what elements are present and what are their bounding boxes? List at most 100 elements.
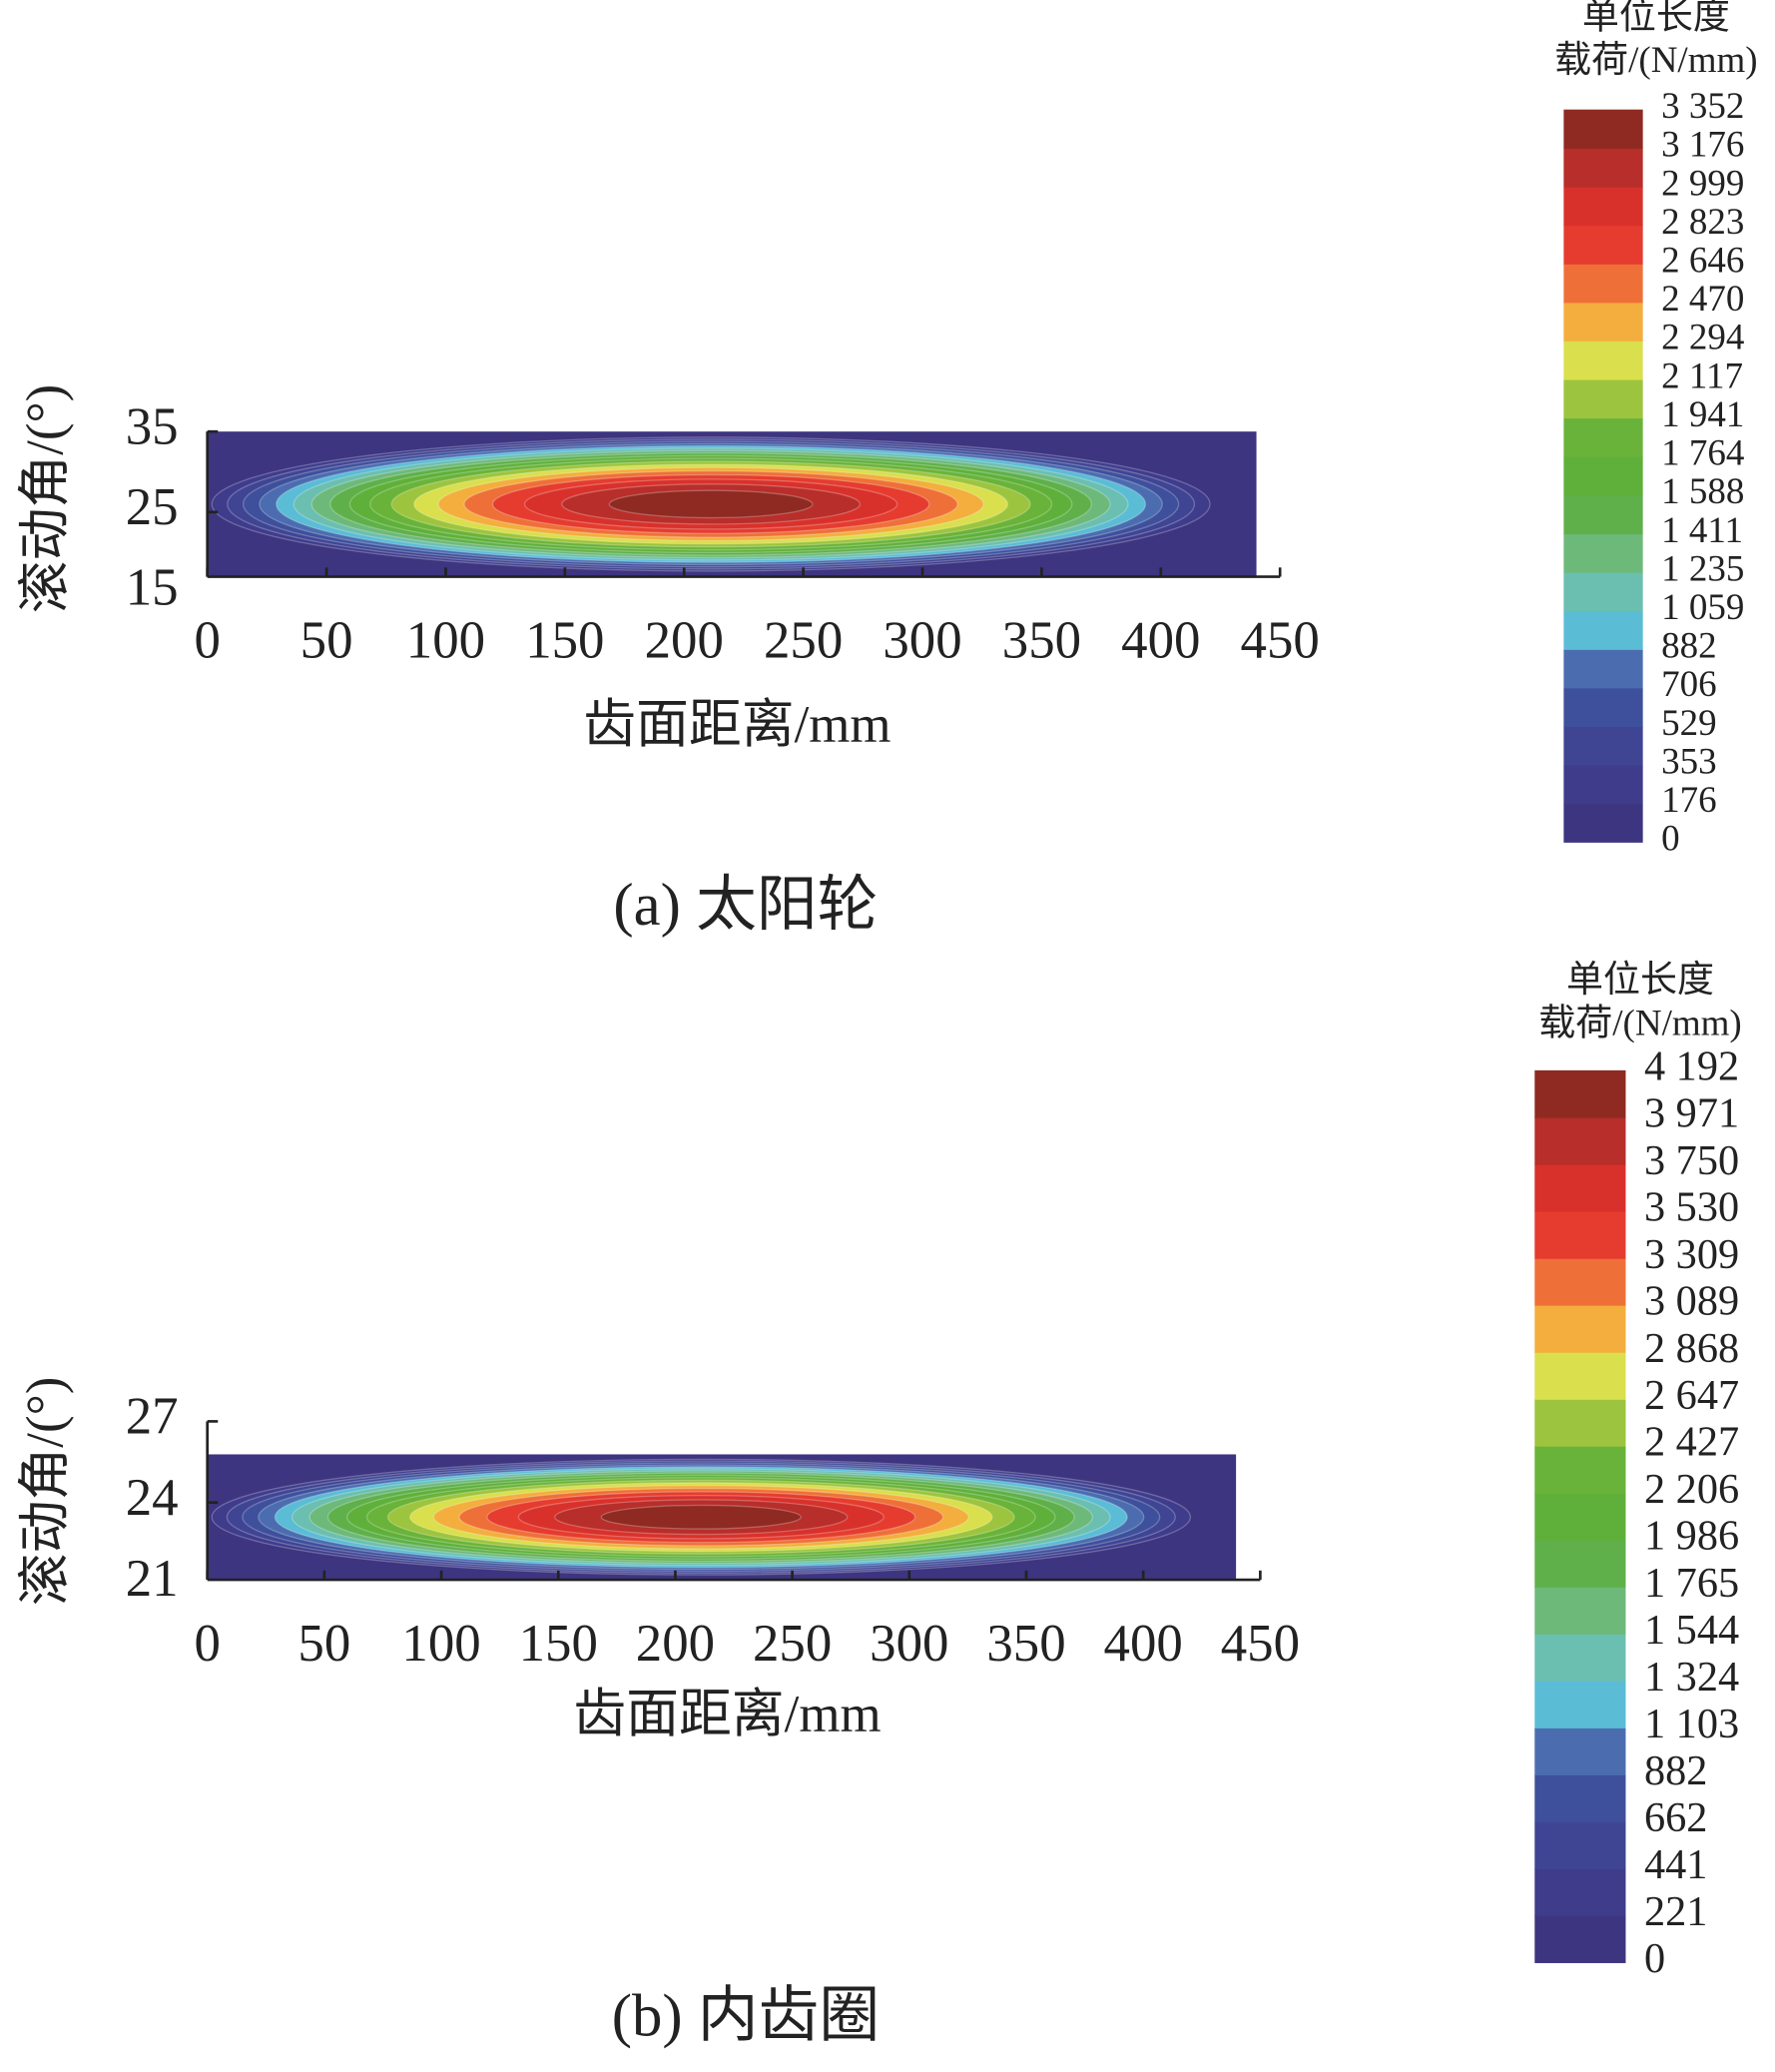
x-tick-label: 350 — [986, 1615, 1065, 1673]
y-tick-label: 15 — [126, 559, 179, 617]
colorbar-band — [1534, 1116, 1626, 1165]
colorbar-label: 2 206 — [1644, 1466, 1739, 1513]
contour-level — [600, 1504, 803, 1530]
colorbar-label: 706 — [1661, 664, 1717, 705]
colorbar-band — [1563, 225, 1643, 265]
contour-level — [608, 489, 814, 519]
colorbar-label: 4 192 — [1644, 1043, 1739, 1090]
colorbar-label: 1 764 — [1661, 433, 1744, 474]
colorbar-band — [1563, 649, 1643, 689]
x-tick-label: 400 — [1121, 611, 1200, 669]
x-tick-label: 100 — [406, 611, 485, 669]
colorbar-band — [1563, 456, 1643, 496]
panel-caption: (a) 太阳轮 — [613, 872, 878, 939]
y-tick-label: 25 — [126, 478, 179, 536]
colorbar-band — [1563, 378, 1643, 419]
colorbar-band — [1534, 1587, 1626, 1635]
x-tick-label: 150 — [519, 1615, 598, 1673]
colorbar-label: 221 — [1644, 1888, 1707, 1935]
colorbar-label: 2 470 — [1661, 279, 1744, 320]
colorbar-band — [1563, 302, 1643, 342]
colorbar-title: 单位长度 — [1566, 959, 1714, 1001]
x-tick-label: 350 — [1002, 611, 1081, 669]
x-tick-label: 300 — [870, 1615, 948, 1673]
colorbar-band — [1563, 186, 1643, 227]
colorbar-label: 441 — [1644, 1841, 1707, 1888]
x-tick-label: 250 — [764, 611, 843, 669]
colorbar-label: 1 588 — [1661, 471, 1744, 512]
colorbar-label: 2 647 — [1644, 1372, 1739, 1419]
colorbar-label: 1 059 — [1661, 587, 1744, 628]
colorbar-label: 1 544 — [1644, 1607, 1739, 1654]
colorbar-band — [1563, 803, 1643, 843]
x-tick-label: 150 — [525, 611, 604, 669]
colorbar-label: 353 — [1661, 741, 1717, 782]
colorbar-label: 882 — [1661, 626, 1717, 667]
colorbar-label: 2 117 — [1661, 355, 1743, 396]
colorbar-band — [1534, 1210, 1626, 1259]
colorbar-band — [1534, 1164, 1626, 1212]
x-tick-label: 200 — [636, 1615, 715, 1673]
colorbar-band — [1563, 687, 1643, 728]
colorbar-band — [1534, 1821, 1626, 1869]
colorbar-band — [1534, 1727, 1626, 1775]
colorbar-label: 662 — [1644, 1794, 1707, 1841]
colorbar-band — [1534, 1446, 1626, 1494]
y-tick-label: 21 — [126, 1550, 179, 1608]
x-tick-label: 0 — [194, 611, 220, 669]
colorbar-label: 0 — [1644, 1935, 1665, 1982]
colorbar-label: 1 235 — [1661, 548, 1744, 589]
colorbar-label: 1 941 — [1661, 394, 1744, 435]
colorbar-band — [1563, 571, 1643, 612]
x-tick-label: 250 — [753, 1615, 832, 1673]
colorbar-band — [1563, 726, 1643, 766]
x-axis-label: 齿面距离/mm — [573, 1686, 881, 1743]
x-tick-label: 50 — [297, 1615, 350, 1673]
colorbar-label: 1 103 — [1644, 1701, 1739, 1747]
y-tick-label: 35 — [126, 397, 179, 455]
x-tick-label: 50 — [300, 611, 353, 669]
x-axis-label: 齿面距离/mm — [583, 696, 890, 754]
colorbar-band — [1534, 1258, 1626, 1306]
colorbar-title: 载荷/(N/mm) — [1554, 39, 1757, 81]
colorbar-band — [1563, 610, 1643, 650]
x-tick-label: 450 — [1221, 1615, 1300, 1673]
colorbar-band — [1534, 1634, 1626, 1682]
colorbar-label: 1 324 — [1644, 1654, 1739, 1701]
y-axis-label: 滚动角/(°) — [17, 384, 75, 614]
x-tick-label: 400 — [1104, 1615, 1183, 1673]
colorbar-band — [1534, 1915, 1626, 1963]
colorbar-band — [1563, 341, 1643, 380]
colorbar-title: 载荷/(N/mm) — [1538, 1003, 1741, 1044]
colorbar-label: 2 823 — [1661, 202, 1744, 243]
colorbar-band — [1563, 148, 1643, 188]
colorbar-band — [1534, 1493, 1626, 1541]
panel-caption: (b) 内齿圈 — [612, 1983, 880, 2050]
colorbar-band — [1563, 417, 1643, 457]
colorbar-label: 3 971 — [1644, 1090, 1739, 1137]
colorbar-title: 单位长度 — [1582, 0, 1730, 37]
colorbar-label: 2 868 — [1644, 1325, 1739, 1372]
colorbar-label: 1 765 — [1644, 1560, 1739, 1607]
x-tick-label: 0 — [194, 1615, 220, 1673]
colorbar-band — [1563, 494, 1643, 535]
colorbar-label: 2 999 — [1661, 163, 1744, 204]
colorbar-label: 882 — [1644, 1747, 1707, 1794]
colorbar-band — [1563, 764, 1643, 805]
colorbar-label: 2 294 — [1661, 318, 1744, 358]
colorbar-label: 176 — [1661, 780, 1717, 821]
colorbar-band — [1534, 1681, 1626, 1728]
colorbar-label: 3 750 — [1644, 1137, 1739, 1184]
colorbar-band — [1563, 533, 1643, 573]
colorbar-band — [1563, 264, 1643, 304]
colorbar-label: 1 411 — [1661, 510, 1743, 551]
x-tick-label: 450 — [1241, 611, 1320, 669]
x-tick-label: 300 — [883, 611, 961, 669]
colorbar-label: 3 309 — [1644, 1231, 1739, 1278]
colorbar-label: 3 176 — [1661, 125, 1744, 166]
colorbar-band — [1563, 109, 1643, 149]
x-tick-label: 100 — [401, 1615, 480, 1673]
colorbar-band — [1534, 1352, 1626, 1400]
